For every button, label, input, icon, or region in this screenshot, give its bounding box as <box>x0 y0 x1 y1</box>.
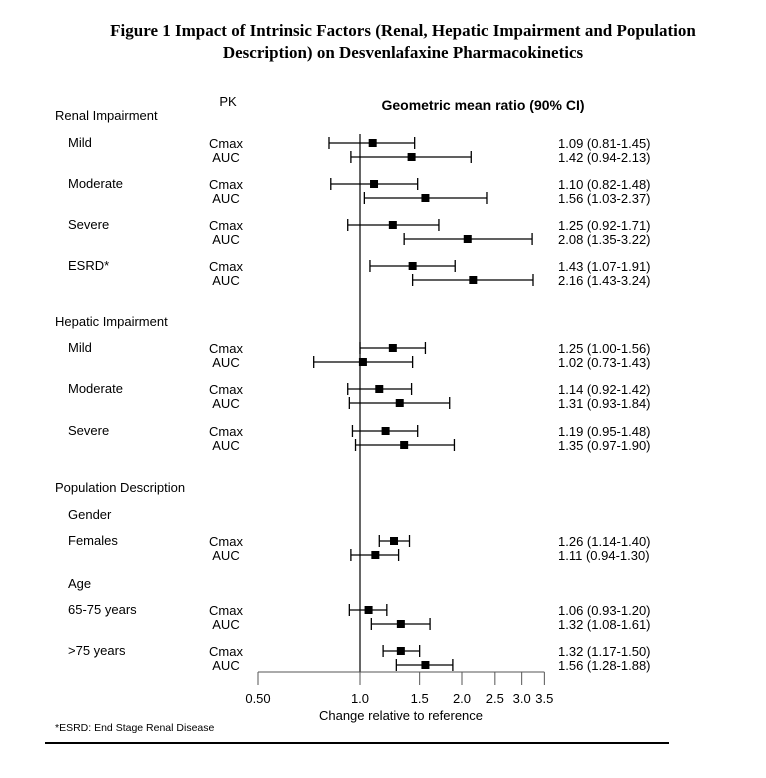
section-label: Hepatic Impairment <box>55 314 168 329</box>
gmr-point <box>390 537 399 545</box>
gmr-ci-text: 1.43 (1.07-1.91) <box>558 259 651 274</box>
pk-label: AUC <box>212 150 239 165</box>
gmr-point <box>395 399 404 407</box>
gmr-ci-text: 1.56 (1.28-1.88) <box>558 658 651 673</box>
pk-label: Cmax <box>209 259 243 274</box>
pk-label: Cmax <box>209 218 243 233</box>
gmr-point <box>364 606 373 614</box>
gmr-point <box>381 427 390 435</box>
gmr-point <box>388 344 397 352</box>
x-axis-label: Change relative to reference <box>319 708 483 723</box>
x-tick-label: 3.0 <box>513 691 531 706</box>
gmr-point <box>463 235 472 243</box>
group-label: >75 years <box>68 643 126 658</box>
gmr-ci-text: 1.26 (1.14-1.40) <box>558 534 651 549</box>
x-tick-label: 0.50 <box>245 691 270 706</box>
gmr-ci-text: 1.09 (0.81-1.45) <box>558 136 651 151</box>
group-label: Females <box>68 533 118 548</box>
pk-label: AUC <box>212 355 239 370</box>
pk-label: Cmax <box>209 382 243 397</box>
group-label: 65-75 years <box>68 602 137 617</box>
gmr-point <box>421 194 430 202</box>
pk-label: AUC <box>212 273 239 288</box>
section-label: Population Description <box>55 480 185 495</box>
group-label: Moderate <box>68 381 123 396</box>
gmr-point <box>370 180 379 188</box>
gmr-ci-text: 1.14 (0.92-1.42) <box>558 382 651 397</box>
gmr-ci-text: 1.10 (0.82-1.48) <box>558 177 651 192</box>
pk-label: AUC <box>212 438 239 453</box>
gmr-point <box>396 620 405 628</box>
gmr-ci-text: 1.25 (1.00-1.56) <box>558 341 651 356</box>
group-label: ESRD* <box>68 258 109 273</box>
gmr-ci-text: 1.56 (1.03-2.37) <box>558 191 651 206</box>
pk-label: AUC <box>212 617 239 632</box>
pk-label: Cmax <box>209 136 243 151</box>
gmr-ci-text: 2.08 (1.35-3.22) <box>558 232 651 247</box>
gmr-point <box>358 358 367 366</box>
pk-label: Cmax <box>209 534 243 549</box>
group-label: Moderate <box>68 176 123 191</box>
pk-label: AUC <box>212 548 239 563</box>
gmr-column-header: Geometric mean ratio (90% CI) <box>381 97 584 113</box>
x-tick-label: 1.5 <box>411 691 429 706</box>
pk-label: AUC <box>212 232 239 247</box>
x-tick-label: 1.0 <box>351 691 369 706</box>
gmr-ci-text: 1.42 (0.94-2.13) <box>558 150 651 165</box>
gmr-ci-text: 1.35 (0.97-1.90) <box>558 438 651 453</box>
gmr-ci-text: 1.25 (0.92-1.71) <box>558 218 651 233</box>
figure-title-line-2: Description) on Desvenlafaxine Pharmacok… <box>222 43 584 62</box>
pk-label: Cmax <box>209 341 243 356</box>
pk-label: Cmax <box>209 603 243 618</box>
x-tick-label: 2.0 <box>453 691 471 706</box>
gmr-point <box>469 276 478 284</box>
pk-label: AUC <box>212 396 239 411</box>
pk-column-header: PK <box>219 94 237 109</box>
group-label: Mild <box>68 340 92 355</box>
gmr-point <box>407 153 416 161</box>
group-label: Severe <box>68 423 109 438</box>
figure-title: Figure 1 Impact of Intrinsic Factors (Re… <box>0 20 766 64</box>
gmr-ci-text: 1.19 (0.95-1.48) <box>558 424 651 439</box>
gmr-point <box>368 139 377 147</box>
figure-title-line-1: Figure 1 Impact of Intrinsic Factors (Re… <box>110 21 696 40</box>
group-label: Severe <box>68 217 109 232</box>
pk-label: Cmax <box>209 424 243 439</box>
pk-label: Cmax <box>209 644 243 659</box>
gmr-ci-text: 2.16 (1.43-3.24) <box>558 273 651 288</box>
footnote: *ESRD: End Stage Renal Disease <box>55 722 214 734</box>
gmr-point <box>388 221 397 229</box>
gmr-ci-text: 1.32 (1.08-1.61) <box>558 617 651 632</box>
gmr-point <box>400 441 409 449</box>
pk-label: AUC <box>212 191 239 206</box>
x-tick-label: 2.5 <box>486 691 504 706</box>
gmr-point <box>375 385 384 393</box>
gmr-point <box>408 262 417 270</box>
gmr-ci-text: 1.11 (0.94-1.30) <box>558 548 650 563</box>
gmr-ci-text: 1.06 (0.93-1.20) <box>558 603 651 618</box>
section-label: Renal Impairment <box>55 108 158 123</box>
gmr-ci-text: 1.02 (0.73-1.43) <box>558 355 651 370</box>
x-tick-label: 3.5 <box>535 691 553 706</box>
subgroup-header: Gender <box>68 507 112 522</box>
subgroup-header: Age <box>68 576 91 591</box>
gmr-point <box>421 661 430 669</box>
group-label: Mild <box>68 135 92 150</box>
gmr-ci-text: 1.32 (1.17-1.50) <box>558 644 651 659</box>
pk-label: Cmax <box>209 177 243 192</box>
pk-label: AUC <box>212 658 239 673</box>
gmr-point <box>396 647 405 655</box>
gmr-point <box>371 551 380 559</box>
gmr-ci-text: 1.31 (0.93-1.84) <box>558 396 651 411</box>
